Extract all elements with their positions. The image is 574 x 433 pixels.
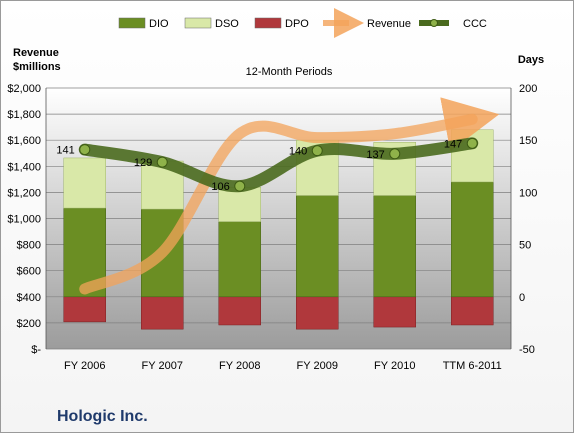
ccc-point <box>156 156 168 168</box>
left-tick-label: $1,000 <box>7 214 41 226</box>
left-tick-label: $1,600 <box>7 135 41 147</box>
legend-label: DPO <box>285 18 309 30</box>
grid-lines <box>46 87 511 350</box>
bar-dso <box>63 157 106 209</box>
right-tick-label: 150 <box>519 135 537 147</box>
category-label: FY 2009 <box>297 360 338 372</box>
ccc-data-label: 106 <box>211 181 229 193</box>
legend-label: DSO <box>215 18 239 30</box>
bar-dpo <box>141 296 184 330</box>
ccc-point <box>234 180 246 192</box>
legend-swatch-marker <box>430 19 438 27</box>
chart-title: 12-Month Periods <box>246 66 333 78</box>
line-revenue <box>79 97 500 295</box>
legend-label: DIO <box>149 18 169 30</box>
left-tick-label: $800 <box>17 240 41 252</box>
category-label: FY 2010 <box>374 360 415 372</box>
bar-dio <box>218 221 261 298</box>
legend-swatch <box>254 17 282 29</box>
line-series <box>78 97 500 295</box>
right-tick-label: 50 <box>519 240 531 252</box>
left-tick-label: $600 <box>17 266 41 278</box>
bar-dpo <box>451 296 494 326</box>
ccc-point <box>389 148 401 160</box>
left-tick-label: $1,200 <box>7 187 41 199</box>
ccc-data-label: 129 <box>134 157 152 169</box>
left-axis-title-line1: Revenue <box>13 47 59 59</box>
ccc-data-label: 137 <box>366 149 384 161</box>
left-axis-title-line2: $millions <box>13 61 61 73</box>
ccc-point <box>311 145 323 157</box>
legend-label: CCC <box>463 18 487 30</box>
bar-dpo <box>218 296 261 326</box>
left-tick-label: $200 <box>17 318 41 330</box>
right-tick-label: -50 <box>519 344 535 356</box>
bar-dio <box>296 195 339 298</box>
company-name: Hologic Inc. <box>57 408 148 425</box>
legend-swatch <box>184 17 212 29</box>
ccc-data-label: 147 <box>444 138 462 150</box>
bar-dio <box>451 181 494 298</box>
ccc-point <box>79 144 91 156</box>
ccc-data-label: 141 <box>56 145 74 157</box>
left-tick-label: $1,400 <box>7 161 41 173</box>
legend: DIO DSO DPO Revenue CCC <box>118 8 487 38</box>
right-tick-label: 100 <box>519 187 537 199</box>
category-label: FY 2008 <box>219 360 260 372</box>
left-tick-label: $400 <box>17 292 41 304</box>
axes: $- $200 $400 $600 $800 $1,000 $1,200 $1,400 $1,6… <box>7 83 537 372</box>
bar-dio <box>373 195 416 298</box>
ccc-data-label: 140 <box>289 146 307 158</box>
right-axis-title: Days <box>518 54 544 66</box>
left-tick-label: $2,000 <box>7 83 41 95</box>
bar-dpo <box>373 296 416 328</box>
bar-dpo <box>63 296 106 323</box>
category-label: FY 2007 <box>142 360 183 372</box>
ccc-point <box>466 137 478 149</box>
category-label: TTM 6-2011 <box>443 360 502 372</box>
left-tick-label: $1,800 <box>7 109 41 121</box>
left-tick-label: $- <box>31 344 41 356</box>
category-label: FY 2006 <box>64 360 105 372</box>
right-tick-label: 0 <box>519 292 525 304</box>
right-tick-label: 200 <box>519 83 537 95</box>
bar-dpo <box>296 296 339 330</box>
legend-swatch <box>118 17 146 29</box>
bar-dso <box>218 186 261 222</box>
legend-label: Revenue <box>367 18 411 30</box>
data-labels: 141 129 106 140 137 147 <box>56 138 462 193</box>
